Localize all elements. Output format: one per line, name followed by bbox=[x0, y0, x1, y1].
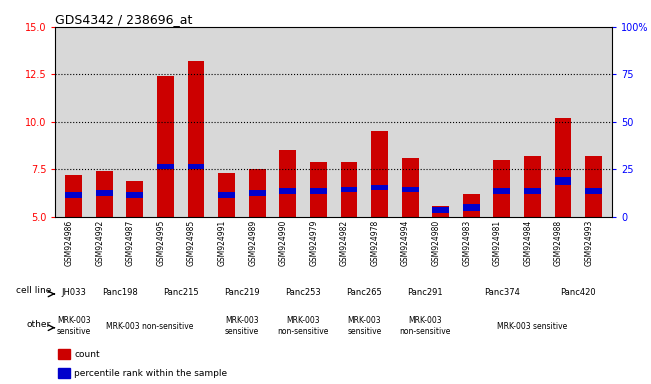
Text: GSM924990: GSM924990 bbox=[279, 220, 288, 266]
Text: GSM924993: GSM924993 bbox=[585, 220, 594, 266]
Bar bbox=[249, 169, 266, 217]
Text: GSM924982: GSM924982 bbox=[340, 220, 349, 266]
Bar bbox=[218, 173, 235, 217]
Text: GSM924988: GSM924988 bbox=[554, 220, 563, 266]
Text: MRK-003
sensitive: MRK-003 sensitive bbox=[57, 316, 90, 336]
Text: Panc291: Panc291 bbox=[408, 288, 443, 297]
Text: Panc420: Panc420 bbox=[561, 288, 596, 297]
Text: Panc215: Panc215 bbox=[163, 288, 199, 297]
Text: MRK-003 sensitive: MRK-003 sensitive bbox=[497, 321, 568, 331]
Bar bbox=[585, 189, 602, 194]
Text: GSM924989: GSM924989 bbox=[248, 220, 257, 266]
Text: GSM924995: GSM924995 bbox=[156, 220, 165, 266]
Text: Panc253: Panc253 bbox=[285, 288, 321, 297]
Text: JH033: JH033 bbox=[61, 288, 86, 297]
Text: GSM924980: GSM924980 bbox=[432, 220, 441, 266]
Bar bbox=[432, 205, 449, 217]
Bar bbox=[65, 175, 82, 217]
Bar bbox=[58, 349, 70, 359]
Bar bbox=[279, 189, 296, 194]
Bar bbox=[96, 190, 113, 196]
Text: GSM924987: GSM924987 bbox=[126, 220, 135, 266]
Bar bbox=[65, 192, 82, 198]
Bar bbox=[310, 189, 327, 194]
Bar bbox=[187, 164, 204, 169]
Text: count: count bbox=[74, 350, 100, 359]
Text: MRK-003
sensitive: MRK-003 sensitive bbox=[347, 316, 381, 336]
Text: Panc265: Panc265 bbox=[346, 288, 382, 297]
Text: MRK-003
non-sensitive: MRK-003 non-sensitive bbox=[277, 316, 329, 336]
Bar bbox=[187, 61, 204, 217]
Text: GSM924994: GSM924994 bbox=[401, 220, 410, 266]
Text: other: other bbox=[27, 320, 51, 329]
Bar bbox=[463, 204, 480, 211]
Text: MRK-003
non-sensitive: MRK-003 non-sensitive bbox=[400, 316, 451, 336]
Bar bbox=[555, 118, 572, 217]
Bar bbox=[371, 131, 388, 217]
Text: GSM924985: GSM924985 bbox=[187, 220, 196, 266]
Text: Panc219: Panc219 bbox=[224, 288, 260, 297]
Bar bbox=[493, 160, 510, 217]
Bar bbox=[310, 162, 327, 217]
Bar bbox=[555, 177, 572, 185]
Text: MRK-003 non-sensitive: MRK-003 non-sensitive bbox=[107, 321, 194, 331]
Bar bbox=[126, 192, 143, 198]
Text: GSM924983: GSM924983 bbox=[462, 220, 471, 266]
Bar bbox=[96, 171, 113, 217]
Bar bbox=[279, 151, 296, 217]
Bar bbox=[157, 76, 174, 217]
Bar bbox=[371, 185, 388, 190]
Text: Panc374: Panc374 bbox=[484, 288, 519, 297]
Text: GSM924991: GSM924991 bbox=[217, 220, 227, 266]
Text: MRK-003
sensitive: MRK-003 sensitive bbox=[225, 316, 259, 336]
Bar bbox=[340, 187, 357, 192]
Bar bbox=[432, 207, 449, 213]
Text: percentile rank within the sample: percentile rank within the sample bbox=[74, 369, 227, 378]
Text: GSM924979: GSM924979 bbox=[309, 220, 318, 266]
Text: cell line: cell line bbox=[16, 286, 51, 295]
Bar bbox=[524, 189, 541, 194]
Bar bbox=[157, 164, 174, 169]
Text: GSM924978: GSM924978 bbox=[370, 220, 380, 266]
Text: GSM924981: GSM924981 bbox=[493, 220, 502, 266]
Bar bbox=[402, 158, 419, 217]
Bar bbox=[402, 187, 419, 192]
Bar bbox=[524, 156, 541, 217]
Text: GDS4342 / 238696_at: GDS4342 / 238696_at bbox=[55, 13, 193, 26]
Bar bbox=[218, 192, 235, 198]
Text: GSM924992: GSM924992 bbox=[95, 220, 104, 266]
Bar bbox=[493, 189, 510, 194]
Bar bbox=[126, 181, 143, 217]
Bar bbox=[340, 162, 357, 217]
Text: GSM924986: GSM924986 bbox=[64, 220, 74, 266]
Bar bbox=[463, 194, 480, 217]
Bar bbox=[58, 368, 70, 378]
Bar bbox=[585, 156, 602, 217]
Text: GSM924984: GSM924984 bbox=[523, 220, 533, 266]
Bar bbox=[249, 190, 266, 196]
Text: Panc198: Panc198 bbox=[102, 288, 137, 297]
